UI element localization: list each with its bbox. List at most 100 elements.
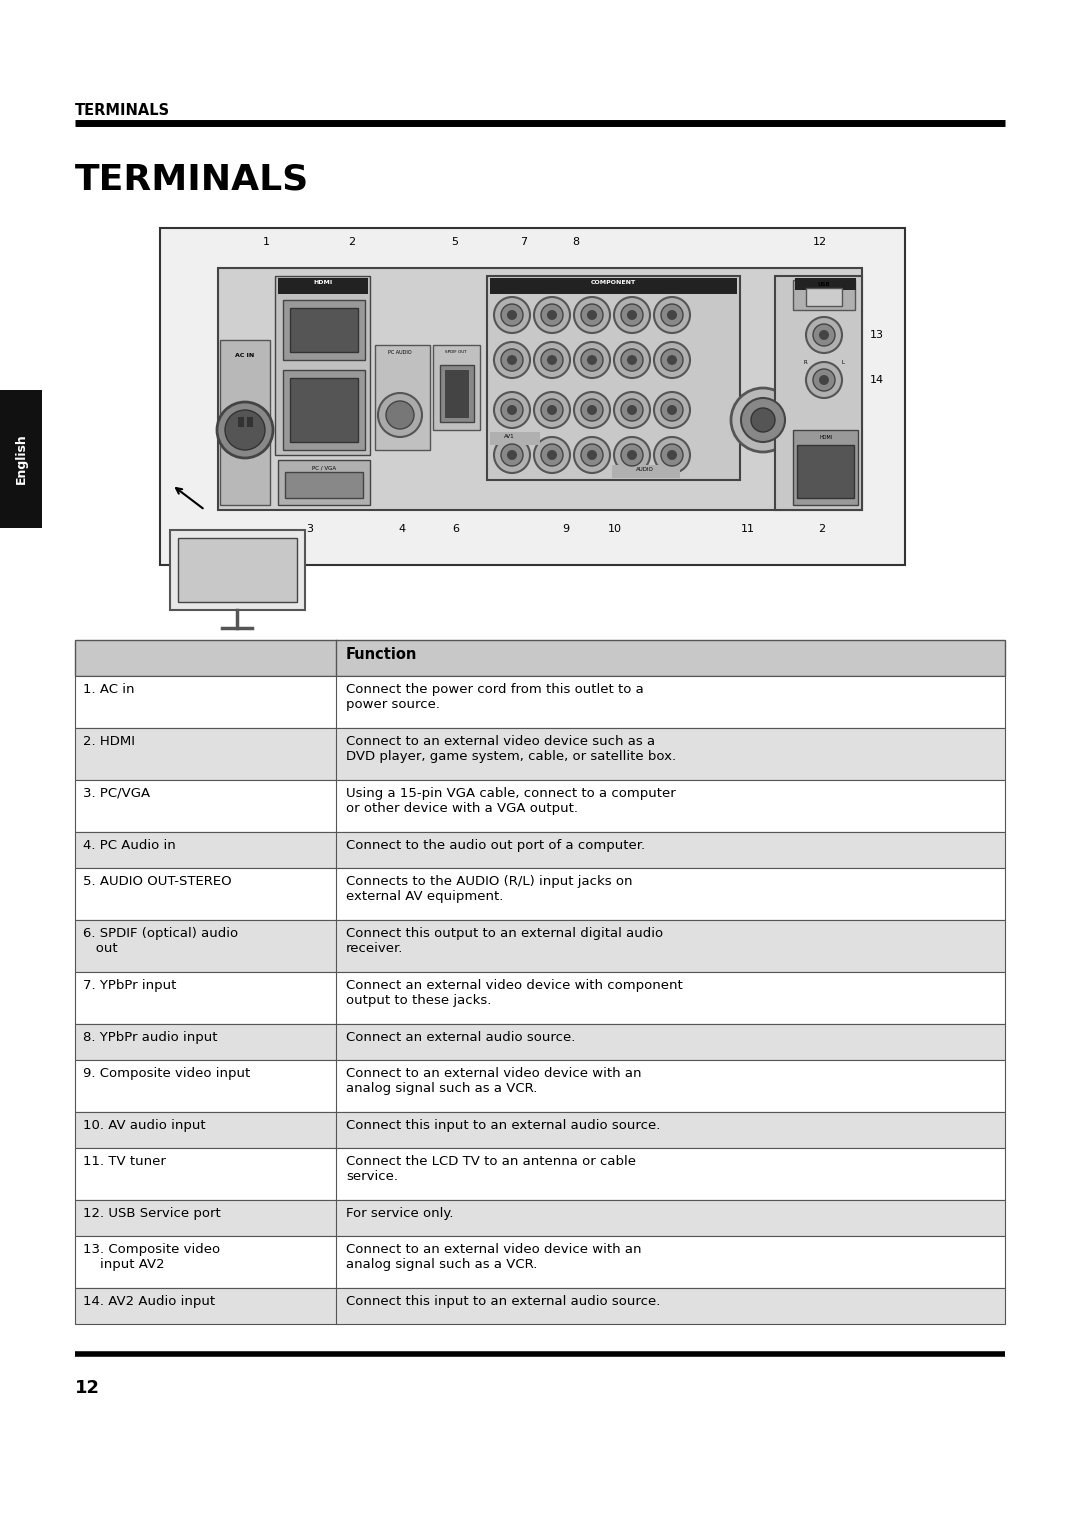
Text: 13. Composite video
    input AV2: 13. Composite video input AV2 — [83, 1243, 220, 1271]
Circle shape — [546, 310, 557, 320]
Circle shape — [541, 304, 563, 326]
Text: Connect this input to an external audio source.: Connect this input to an external audio … — [346, 1119, 660, 1131]
Circle shape — [615, 391, 650, 428]
Circle shape — [667, 450, 677, 460]
Circle shape — [667, 355, 677, 365]
Text: L: L — [841, 359, 845, 365]
Text: 2: 2 — [349, 237, 355, 248]
Text: AUDIO: AUDIO — [636, 466, 653, 472]
Text: 11. TV tuner: 11. TV tuner — [83, 1154, 166, 1168]
Circle shape — [534, 342, 570, 378]
Text: R: R — [804, 359, 807, 365]
Text: Connect to the audio out port of a computer.: Connect to the audio out port of a compu… — [346, 839, 645, 852]
Circle shape — [627, 450, 637, 460]
Text: For service only.: For service only. — [346, 1206, 454, 1220]
Text: Connect this output to an external digital audio
receiver.: Connect this output to an external digit… — [346, 927, 663, 956]
Text: 8. YPbPr audio input: 8. YPbPr audio input — [83, 1031, 217, 1044]
Text: AC IN: AC IN — [235, 353, 255, 358]
Circle shape — [581, 399, 603, 420]
Text: TERMINALS: TERMINALS — [75, 102, 171, 118]
Circle shape — [546, 405, 557, 414]
Bar — [283, 300, 365, 359]
Circle shape — [661, 349, 683, 372]
Bar — [278, 278, 368, 294]
Bar — [75, 832, 1005, 868]
Circle shape — [546, 355, 557, 365]
Bar — [75, 1148, 1005, 1200]
Circle shape — [813, 324, 835, 346]
Circle shape — [661, 399, 683, 420]
Circle shape — [615, 437, 650, 472]
Bar — [75, 868, 1005, 920]
Circle shape — [573, 437, 610, 472]
Text: Connect to an external video device with an
analog signal such as a VCR.: Connect to an external video device with… — [346, 1067, 642, 1095]
Bar — [375, 346, 430, 450]
Text: 1: 1 — [262, 237, 270, 248]
Bar — [75, 1024, 1005, 1060]
Bar — [285, 472, 363, 498]
Text: Connect an external audio source.: Connect an external audio source. — [346, 1031, 576, 1044]
Text: 4: 4 — [399, 524, 406, 534]
Circle shape — [217, 402, 273, 459]
Bar — [220, 339, 270, 505]
Text: 12: 12 — [75, 1379, 100, 1398]
Circle shape — [667, 405, 677, 414]
Circle shape — [667, 310, 677, 320]
Circle shape — [494, 391, 530, 428]
Bar — [218, 268, 862, 511]
Bar — [775, 277, 862, 511]
Text: 2. HDMI: 2. HDMI — [83, 735, 135, 748]
Text: Connect the LCD TV to an antenna or cable
service.: Connect the LCD TV to an antenna or cabl… — [346, 1154, 636, 1183]
Text: 12. USB Service port: 12. USB Service port — [83, 1206, 220, 1220]
Bar — [490, 433, 540, 445]
Bar — [178, 538, 297, 602]
Bar — [278, 460, 370, 505]
Circle shape — [661, 304, 683, 326]
Circle shape — [494, 297, 530, 333]
Text: 14: 14 — [870, 375, 885, 385]
Bar — [75, 1287, 1005, 1324]
Circle shape — [581, 349, 603, 372]
Bar — [75, 1235, 1005, 1287]
Circle shape — [627, 310, 637, 320]
Circle shape — [588, 310, 597, 320]
Circle shape — [494, 342, 530, 378]
Text: 13: 13 — [870, 330, 885, 339]
Text: 1. AC in: 1. AC in — [83, 683, 135, 696]
Circle shape — [501, 443, 523, 466]
Bar — [75, 972, 1005, 1024]
Bar — [793, 280, 855, 310]
Bar — [75, 780, 1005, 832]
Text: 6: 6 — [453, 524, 459, 534]
Text: Connect to an external video device with an
analog signal such as a VCR.: Connect to an external video device with… — [346, 1243, 642, 1271]
Text: USB: USB — [818, 281, 831, 287]
Text: Connect the power cord from this outlet to a
power source.: Connect the power cord from this outlet … — [346, 683, 644, 711]
Text: HDMI: HDMI — [313, 280, 333, 284]
Text: Connects to the AUDIO (R/L) input jacks on
external AV equipment.: Connects to the AUDIO (R/L) input jacks … — [346, 875, 633, 904]
Text: 6. SPDIF (optical) audio
   out: 6. SPDIF (optical) audio out — [83, 927, 238, 956]
Text: Connect an external video device with component
output to these jacks.: Connect an external video device with co… — [346, 979, 683, 1008]
Bar — [75, 641, 1005, 676]
Text: 10: 10 — [608, 524, 622, 534]
Circle shape — [588, 405, 597, 414]
Bar — [490, 278, 737, 294]
Circle shape — [621, 304, 643, 326]
Circle shape — [494, 437, 530, 472]
Circle shape — [541, 349, 563, 372]
Circle shape — [806, 317, 842, 353]
Circle shape — [661, 443, 683, 466]
Circle shape — [588, 450, 597, 460]
Circle shape — [813, 368, 835, 391]
Bar — [170, 531, 305, 610]
Circle shape — [501, 304, 523, 326]
Text: Function: Function — [346, 647, 417, 662]
Text: 9: 9 — [563, 524, 569, 534]
Circle shape — [621, 349, 643, 372]
Text: 11: 11 — [741, 524, 755, 534]
Text: 12: 12 — [813, 237, 827, 248]
Circle shape — [378, 393, 422, 437]
Bar — [275, 277, 370, 456]
Bar — [247, 417, 253, 427]
Bar — [797, 445, 854, 498]
Bar — [75, 1112, 1005, 1148]
